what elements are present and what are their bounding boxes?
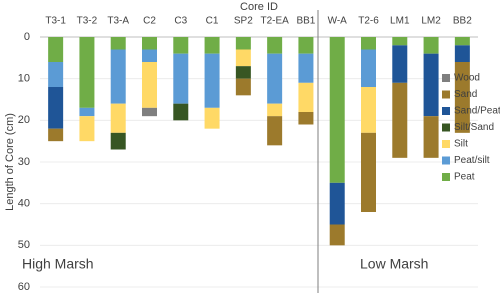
bar-segment [79,107,95,117]
legend-label: Silt/Sand [454,122,494,133]
bar-segment [48,128,64,142]
x-tick-label: T3-1 [45,16,66,27]
bar-segment [173,37,189,54]
bar-segment [48,62,64,87]
x-tick-label: T2-EA [260,16,289,27]
legend-label: Wood [454,73,480,84]
bar-segment [392,82,408,158]
legend-swatch [442,173,450,181]
x-tick-label: C2 [143,16,156,27]
bar-segment [454,37,470,46]
bar-segment [298,82,314,112]
bar-segment [298,37,314,54]
y-tick-label: 40 [18,198,30,210]
bar-segment [267,53,283,104]
bar-segment [267,116,283,146]
annotation: High Marsh [22,256,94,272]
bar-segment [423,53,439,117]
bar-segment [392,45,408,83]
bar-segment [110,37,126,50]
bar-segment [235,37,251,50]
bar-segment [298,53,314,83]
x-tick-label: LM2 [421,16,441,27]
y-tick-label: 30 [18,156,30,168]
bar-segment [142,107,157,117]
legend-label: Peat/silt [454,155,490,166]
bar-segment [267,103,283,117]
annotation: Low Marsh [360,256,428,272]
legend-swatch [442,123,450,132]
bar-segment [235,49,251,67]
bar-segment [204,53,220,108]
x-tick-label: BB2 [453,16,472,27]
x-axis-title: Core ID [240,1,278,13]
y-tick-label: 0 [24,31,30,43]
legend-swatch [442,74,450,82]
bar-segment [173,103,189,121]
legend-swatch [442,90,450,99]
bar-segment [235,66,251,79]
bar-segment [454,45,470,62]
bar-segment [48,37,64,62]
y-axis-title: Length of Core (cm) [4,113,16,211]
x-tick-label: T3-A [107,16,129,27]
bar-segment [392,37,408,46]
bar-segment [329,224,345,246]
bar-segment [329,182,345,225]
bar-segment [267,37,283,54]
x-tick-label: C3 [174,16,187,27]
bar-segment [235,78,251,96]
bar-segment [329,37,345,183]
bar-segment [79,37,95,108]
bar-segment [142,49,157,62]
legend-label: Peat [454,172,475,183]
legend-swatch [442,156,450,165]
legend-swatch [442,140,450,148]
bar-segment [142,62,157,108]
bar-segment [298,112,314,125]
x-tick-label: SP2 [234,16,253,27]
y-tick-label: 50 [18,239,30,251]
y-tick-label: 10 [18,73,30,85]
bar-segment [423,116,439,158]
legend-swatch [442,107,450,115]
y-tick-label: 20 [18,114,30,126]
bar-segment [361,87,376,133]
bar-segment [142,37,157,50]
x-tick-label: T3-2 [77,16,98,27]
legend-label: Sand [454,89,477,100]
bar-segment [173,53,189,104]
bar-segment [110,132,126,150]
bar-segment [361,132,376,212]
bar-segment [361,49,376,87]
bar-segment [204,37,220,54]
x-tick-label: W-A [328,16,348,27]
bar-segment [48,87,64,129]
bar-segment [454,62,470,133]
bar-segment [110,103,126,133]
legend-label: Silt [454,139,468,150]
y-tick-label: 60 [18,281,30,293]
bar-segment [110,49,126,104]
x-tick-label: T2-6 [358,16,379,27]
bar-segment [423,37,439,54]
x-tick-label: LM1 [390,16,410,27]
bar-segment [79,116,95,142]
bar-segment [361,37,376,50]
legend-label: Sand/Peat [454,106,500,117]
bar-segment [204,107,220,129]
x-tick-label: C1 [206,16,219,27]
x-tick-label: BB1 [296,16,315,27]
